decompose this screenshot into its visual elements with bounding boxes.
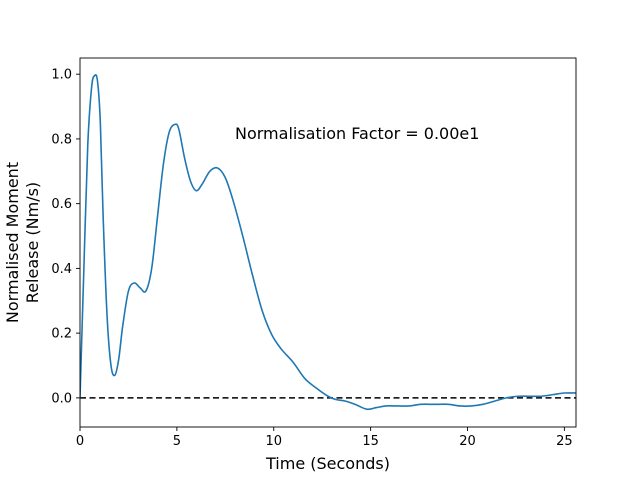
y-tick-label: 0.0 (51, 391, 72, 406)
x-tick-label: 20 (459, 434, 476, 449)
y-tick-label: 0.4 (51, 262, 72, 277)
y-tick-label: 0.2 (51, 327, 72, 342)
y-tick-label: 1.0 (51, 68, 72, 83)
x-axis-label: Time (Seconds) (265, 454, 390, 473)
x-tick-label: 15 (362, 434, 379, 449)
y-tick-label: 0.6 (51, 197, 72, 212)
y-axis-label-line-2: Release (Nm/s) (23, 182, 42, 303)
x-tick-label: 25 (556, 434, 573, 449)
plot-area: 0 5 10 15 20 25 0.0 0.2 0.4 0.6 0.8 1.0 (51, 57, 577, 449)
x-tick-label: 10 (265, 434, 282, 449)
x-tick-label: 5 (173, 434, 181, 449)
normalisation-annotation: Normalisation Factor = 0.00e1 (235, 124, 479, 143)
series-line-0 (80, 74, 576, 411)
y-tick-label: 0.8 (51, 132, 72, 147)
x-tick-label: 0 (76, 434, 84, 449)
axes-frame (79, 57, 577, 428)
y-axis-label-line-1: Normalised Moment (3, 162, 22, 323)
